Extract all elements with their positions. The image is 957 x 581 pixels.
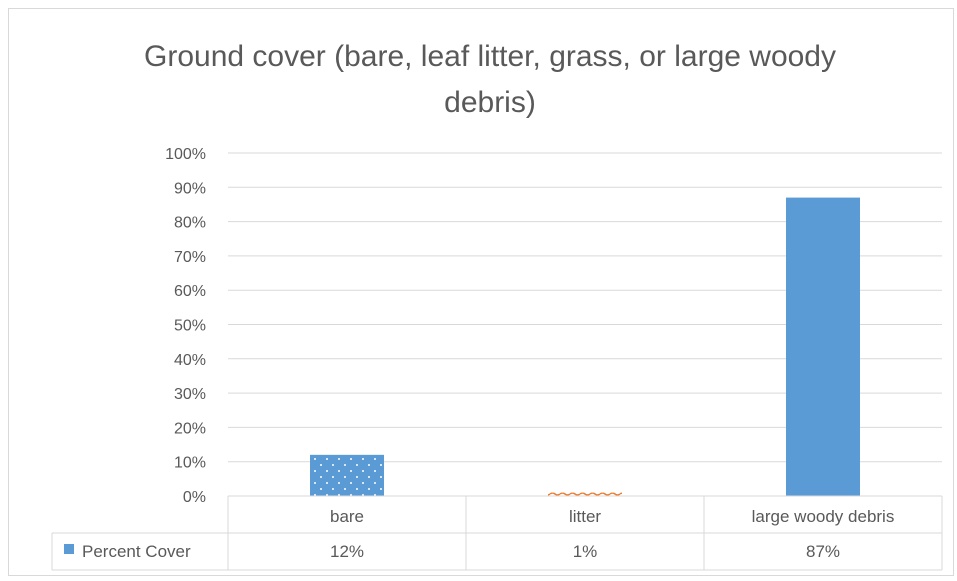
- y-tick-label: 40%: [174, 352, 206, 369]
- y-tick-label: 0%: [183, 489, 206, 506]
- x-category-label: large woody debris: [752, 507, 895, 526]
- y-tick-label: 30%: [174, 386, 206, 403]
- bar-bare: [310, 454, 384, 496]
- y-tick-label: 70%: [174, 249, 206, 266]
- y-tick-label: 60%: [174, 283, 206, 300]
- chart-title: Ground cover (bare, leaf litter, grass, …: [144, 40, 836, 119]
- y-tick-label: 80%: [174, 215, 206, 232]
- y-tick-label: 50%: [174, 318, 206, 335]
- legend-series-name: Percent Cover: [82, 542, 191, 561]
- data-label: 1%: [573, 542, 598, 561]
- x-category-label: bare: [330, 507, 364, 526]
- y-tick-label: 10%: [174, 455, 206, 472]
- y-tick-label: 90%: [174, 180, 206, 197]
- data-label: 12%: [330, 542, 364, 561]
- y-tick-label: 100%: [165, 146, 206, 163]
- data-label: 87%: [806, 542, 840, 561]
- bar-litter: [548, 492, 622, 496]
- x-category-label: litter: [569, 507, 601, 526]
- legend-key: [64, 544, 74, 554]
- y-tick-label: 20%: [174, 420, 206, 437]
- bar-large-woody-debris: [786, 197, 860, 496]
